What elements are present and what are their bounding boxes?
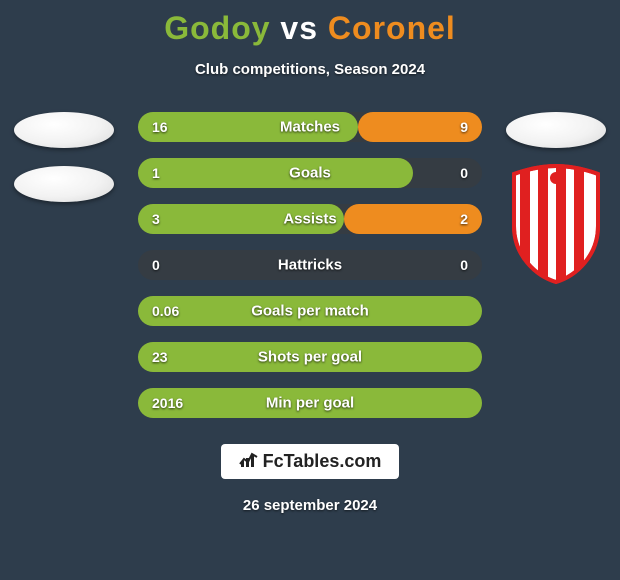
stat-value-left: 1 xyxy=(152,165,160,181)
stat-track: 0 0 Hattricks xyxy=(138,250,482,280)
stat-fill-left xyxy=(138,158,413,188)
vs-separator: vs xyxy=(280,10,318,46)
card-date: 26 september 2024 xyxy=(243,497,377,514)
stat-track: 2016 Min per goal xyxy=(138,388,482,418)
branding-text: FcTables.com xyxy=(263,451,382,472)
stat-track: 16 9 Matches xyxy=(138,112,482,142)
stat-label: Assists xyxy=(283,211,336,228)
stat-label: Matches xyxy=(280,119,340,136)
stat-row: 0.06 Goals per match xyxy=(138,296,482,326)
stat-label: Min per goal xyxy=(266,395,354,412)
stat-value-left: 0.06 xyxy=(152,303,179,319)
comparison-card: Godoy vs Coronel Club competitions, Seas… xyxy=(0,0,620,580)
stat-value-left: 16 xyxy=(152,119,168,135)
stat-row: 16 9 Matches xyxy=(138,112,482,142)
stat-value-right: 9 xyxy=(460,119,468,135)
stat-label: Hattricks xyxy=(278,257,342,274)
stat-value-right: 0 xyxy=(460,257,468,273)
stat-label: Shots per goal xyxy=(258,349,362,366)
stat-value-left: 23 xyxy=(152,349,168,365)
stat-row: 23 Shots per goal xyxy=(138,342,482,372)
stat-label: Goals per match xyxy=(251,303,369,320)
stat-value-left: 3 xyxy=(152,211,160,227)
stat-value-left: 2016 xyxy=(152,395,183,411)
stat-track: 0.06 Goals per match xyxy=(138,296,482,326)
stat-track: 3 2 Assists xyxy=(138,204,482,234)
player2-name: Coronel xyxy=(328,10,456,46)
stat-value-right: 0 xyxy=(460,165,468,181)
branding-badge: FcTables.com xyxy=(221,444,400,479)
card-subtitle: Club competitions, Season 2024 xyxy=(195,61,425,78)
stat-row: 3 2 Assists xyxy=(138,204,482,234)
stats-list: 16 9 Matches 1 0 Goals 3 2 Assists 0 0 Hattricks 0.0… xyxy=(20,112,600,418)
stat-value-right: 2 xyxy=(460,211,468,227)
stat-track: 23 Shots per goal xyxy=(138,342,482,372)
stat-value-left: 0 xyxy=(152,257,160,273)
card-title: Godoy vs Coronel xyxy=(164,10,456,47)
chart-icon xyxy=(239,450,259,473)
stat-row: 1 0 Goals xyxy=(138,158,482,188)
stat-row: 0 0 Hattricks xyxy=(138,250,482,280)
stat-label: Goals xyxy=(289,165,331,182)
stat-track: 1 0 Goals xyxy=(138,158,482,188)
stat-row: 2016 Min per goal xyxy=(138,388,482,418)
player1-name: Godoy xyxy=(164,10,270,46)
